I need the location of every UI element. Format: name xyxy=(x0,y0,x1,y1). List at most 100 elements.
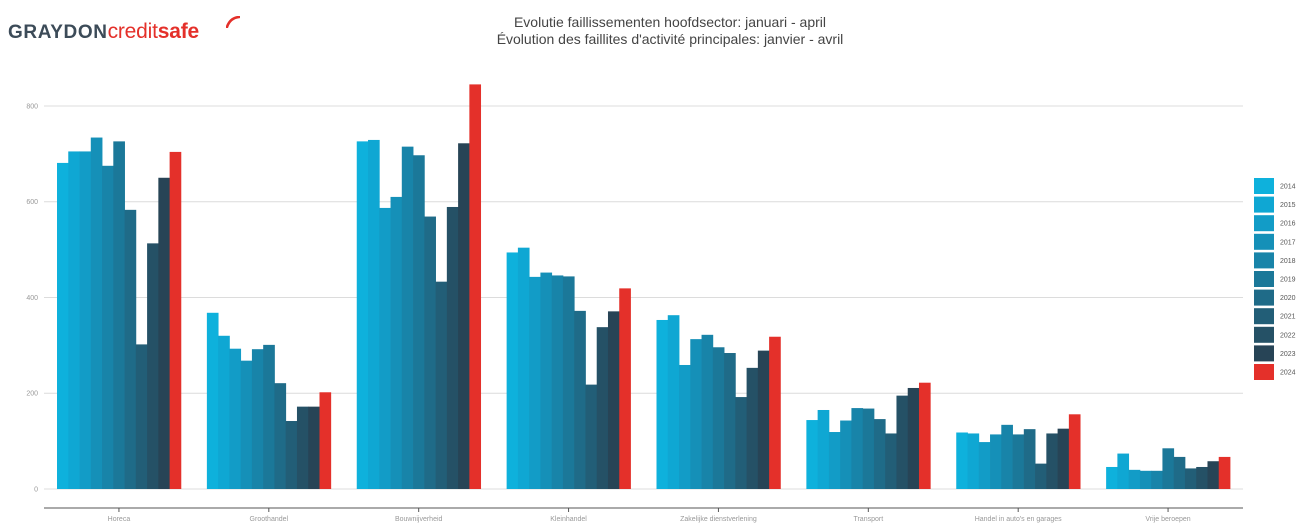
bar xyxy=(102,165,114,489)
bar xyxy=(679,364,691,489)
y-tick-label: 200 xyxy=(26,391,38,398)
legend-swatch xyxy=(1254,271,1274,287)
bar xyxy=(79,151,92,489)
chart-title: Evolutie faillissementen hoofdsector: ja… xyxy=(513,14,827,30)
bar xyxy=(769,336,781,489)
bar xyxy=(690,339,702,489)
bar xyxy=(401,146,414,489)
bar xyxy=(1196,466,1208,489)
bar xyxy=(1117,453,1130,489)
bar xyxy=(596,327,609,489)
legend-swatch xyxy=(1254,233,1274,250)
legend-label: 2017 xyxy=(1280,239,1296,246)
bar xyxy=(828,432,841,489)
bar xyxy=(907,387,920,489)
y-tick-label: 600 xyxy=(26,199,38,206)
bar xyxy=(1173,456,1186,489)
x-category-label: Transport xyxy=(853,516,883,523)
x-category-label: Horeca xyxy=(108,516,131,523)
legend-swatch xyxy=(1254,215,1274,232)
y-tick-label: 0 xyxy=(34,487,38,494)
bar xyxy=(757,350,770,489)
bar xyxy=(1139,470,1152,489)
bar xyxy=(1162,448,1175,489)
bar xyxy=(840,420,852,489)
bar xyxy=(607,311,620,489)
bar xyxy=(851,408,864,489)
bar xyxy=(517,247,530,489)
bar xyxy=(356,141,369,489)
legend-label: 2014 xyxy=(1280,184,1296,191)
bar xyxy=(435,281,448,489)
bar xyxy=(873,419,886,489)
bar xyxy=(656,319,669,489)
bar xyxy=(956,432,968,489)
legend-label: 2019 xyxy=(1280,277,1296,284)
bar xyxy=(206,312,219,489)
bar xyxy=(169,151,182,489)
bar xyxy=(68,151,80,489)
bar xyxy=(147,243,159,489)
legend-label: 2024 xyxy=(1280,370,1296,377)
bar xyxy=(263,344,275,489)
bar xyxy=(574,310,586,489)
legend-swatch xyxy=(1254,178,1274,194)
bar xyxy=(712,347,725,489)
legend-label: 2018 xyxy=(1280,258,1296,265)
bar xyxy=(1046,433,1059,489)
bar xyxy=(667,315,680,489)
bar xyxy=(1207,461,1220,489)
x-category-label: Groothandel xyxy=(250,516,289,523)
bar xyxy=(551,275,564,489)
legend-swatch xyxy=(1254,326,1274,343)
bar xyxy=(735,397,747,489)
chart-subtitle: Évolution des faillites d'activité princ… xyxy=(496,31,844,47)
bar xyxy=(446,206,459,489)
bar xyxy=(1106,466,1118,489)
legend-swatch xyxy=(1254,289,1274,306)
bar xyxy=(1068,414,1081,489)
bar xyxy=(540,272,553,489)
bar xyxy=(1184,468,1197,489)
x-category-label: Bouwnijverheid xyxy=(395,516,443,523)
bar xyxy=(562,276,575,489)
logo-safe: safe xyxy=(157,20,199,43)
bar xyxy=(529,276,541,489)
logo-credit: credit xyxy=(107,20,158,43)
bar xyxy=(113,141,125,489)
bar xyxy=(1001,424,1013,489)
graydon-creditsafe-logo: GRAYDONcreditsafe xyxy=(8,16,240,45)
chart-titles: Evolutie faillissementen hoofdsector: ja… xyxy=(340,14,1000,48)
bar xyxy=(746,367,759,489)
bar xyxy=(390,196,403,489)
bar xyxy=(1128,469,1141,489)
bar xyxy=(379,207,391,489)
bar xyxy=(424,216,436,489)
bar xyxy=(701,334,714,489)
bar xyxy=(885,433,897,489)
legend-label: 2023 xyxy=(1280,351,1296,358)
logo-graydon: GRAYDON xyxy=(8,22,108,43)
bar xyxy=(229,348,242,489)
bar xyxy=(1012,434,1025,489)
legend-swatch xyxy=(1254,196,1274,213)
bar xyxy=(274,383,287,489)
legend-swatch xyxy=(1254,308,1274,325)
bar xyxy=(585,384,598,489)
bar xyxy=(240,360,253,489)
bar xyxy=(296,406,309,489)
bar xyxy=(413,155,425,489)
bar xyxy=(308,406,320,489)
legend-swatch xyxy=(1254,364,1274,380)
x-category-label: Zakelijke dienstverlening xyxy=(680,516,757,523)
bar xyxy=(135,344,148,489)
bar xyxy=(967,433,980,489)
bar xyxy=(1218,456,1231,489)
bar xyxy=(57,162,69,489)
y-tick-label: 800 xyxy=(26,103,38,110)
bar xyxy=(506,252,519,489)
x-category-label: Handel in auto's en garages xyxy=(975,516,1062,523)
bar xyxy=(918,382,931,489)
bar xyxy=(319,392,332,489)
bar xyxy=(619,288,631,489)
